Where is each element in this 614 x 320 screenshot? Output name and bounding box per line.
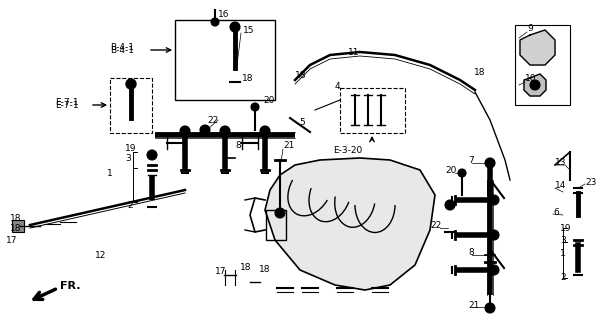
Text: 16: 16 bbox=[218, 10, 230, 19]
Circle shape bbox=[485, 303, 495, 313]
Text: 22: 22 bbox=[207, 116, 218, 124]
Text: 11: 11 bbox=[348, 47, 360, 57]
Text: 18: 18 bbox=[474, 68, 486, 76]
Polygon shape bbox=[265, 158, 435, 290]
Circle shape bbox=[275, 208, 285, 218]
Text: 19: 19 bbox=[125, 143, 136, 153]
Circle shape bbox=[485, 158, 495, 168]
Text: 19: 19 bbox=[560, 223, 572, 233]
Text: 8: 8 bbox=[235, 140, 241, 149]
Circle shape bbox=[458, 169, 466, 177]
Bar bbox=[12, 220, 24, 232]
Text: 2: 2 bbox=[127, 201, 133, 210]
Text: 21: 21 bbox=[468, 300, 480, 309]
Bar bbox=[175, 20, 275, 100]
Polygon shape bbox=[524, 74, 546, 96]
Circle shape bbox=[211, 18, 219, 26]
Text: E-7-1: E-7-1 bbox=[55, 98, 79, 107]
Circle shape bbox=[260, 126, 270, 136]
Circle shape bbox=[147, 150, 157, 160]
Text: B-4-1: B-4-1 bbox=[110, 43, 134, 52]
Circle shape bbox=[200, 125, 210, 135]
Text: 18: 18 bbox=[259, 266, 271, 275]
Text: 17: 17 bbox=[215, 268, 227, 276]
Text: 23: 23 bbox=[585, 178, 596, 187]
Text: 18: 18 bbox=[10, 213, 21, 222]
Circle shape bbox=[180, 126, 190, 136]
Text: 4: 4 bbox=[335, 82, 341, 91]
Circle shape bbox=[220, 126, 230, 136]
Text: 3: 3 bbox=[125, 154, 131, 163]
Text: 15: 15 bbox=[243, 26, 254, 35]
Circle shape bbox=[251, 103, 259, 111]
Text: E-7-1: E-7-1 bbox=[55, 100, 79, 109]
Text: E-3-20: E-3-20 bbox=[333, 146, 363, 155]
Polygon shape bbox=[520, 30, 555, 65]
Text: 8: 8 bbox=[468, 247, 474, 257]
Text: 21: 21 bbox=[283, 140, 294, 149]
Text: 18: 18 bbox=[242, 74, 254, 83]
Circle shape bbox=[489, 195, 499, 205]
Text: 13: 13 bbox=[555, 157, 567, 166]
Text: 22: 22 bbox=[430, 220, 441, 229]
Text: 6: 6 bbox=[553, 207, 559, 217]
Text: 1: 1 bbox=[107, 169, 113, 178]
Circle shape bbox=[445, 200, 455, 210]
Circle shape bbox=[126, 79, 136, 89]
Text: 12: 12 bbox=[95, 251, 106, 260]
Text: 14: 14 bbox=[555, 180, 566, 189]
Text: 18: 18 bbox=[240, 263, 252, 273]
Circle shape bbox=[530, 80, 540, 90]
Text: 20: 20 bbox=[445, 165, 456, 174]
Bar bbox=[340, 88, 405, 133]
Text: 20: 20 bbox=[263, 95, 274, 105]
Text: B-4-1: B-4-1 bbox=[110, 45, 134, 54]
Text: 3: 3 bbox=[560, 236, 565, 244]
Text: 7: 7 bbox=[468, 156, 474, 164]
Bar bbox=[266, 210, 286, 240]
Bar bbox=[515, 25, 570, 105]
Text: 18: 18 bbox=[10, 223, 21, 233]
Text: FR.: FR. bbox=[60, 281, 80, 291]
Text: 5: 5 bbox=[299, 117, 305, 126]
Bar bbox=[110, 78, 152, 133]
Text: 10: 10 bbox=[525, 74, 537, 83]
Text: 2: 2 bbox=[560, 274, 565, 283]
Text: 18: 18 bbox=[295, 70, 306, 79]
Circle shape bbox=[489, 265, 499, 275]
Circle shape bbox=[230, 22, 240, 32]
Circle shape bbox=[489, 230, 499, 240]
Text: 1: 1 bbox=[560, 249, 565, 258]
Text: 9: 9 bbox=[527, 23, 533, 33]
Text: 17: 17 bbox=[6, 236, 18, 244]
